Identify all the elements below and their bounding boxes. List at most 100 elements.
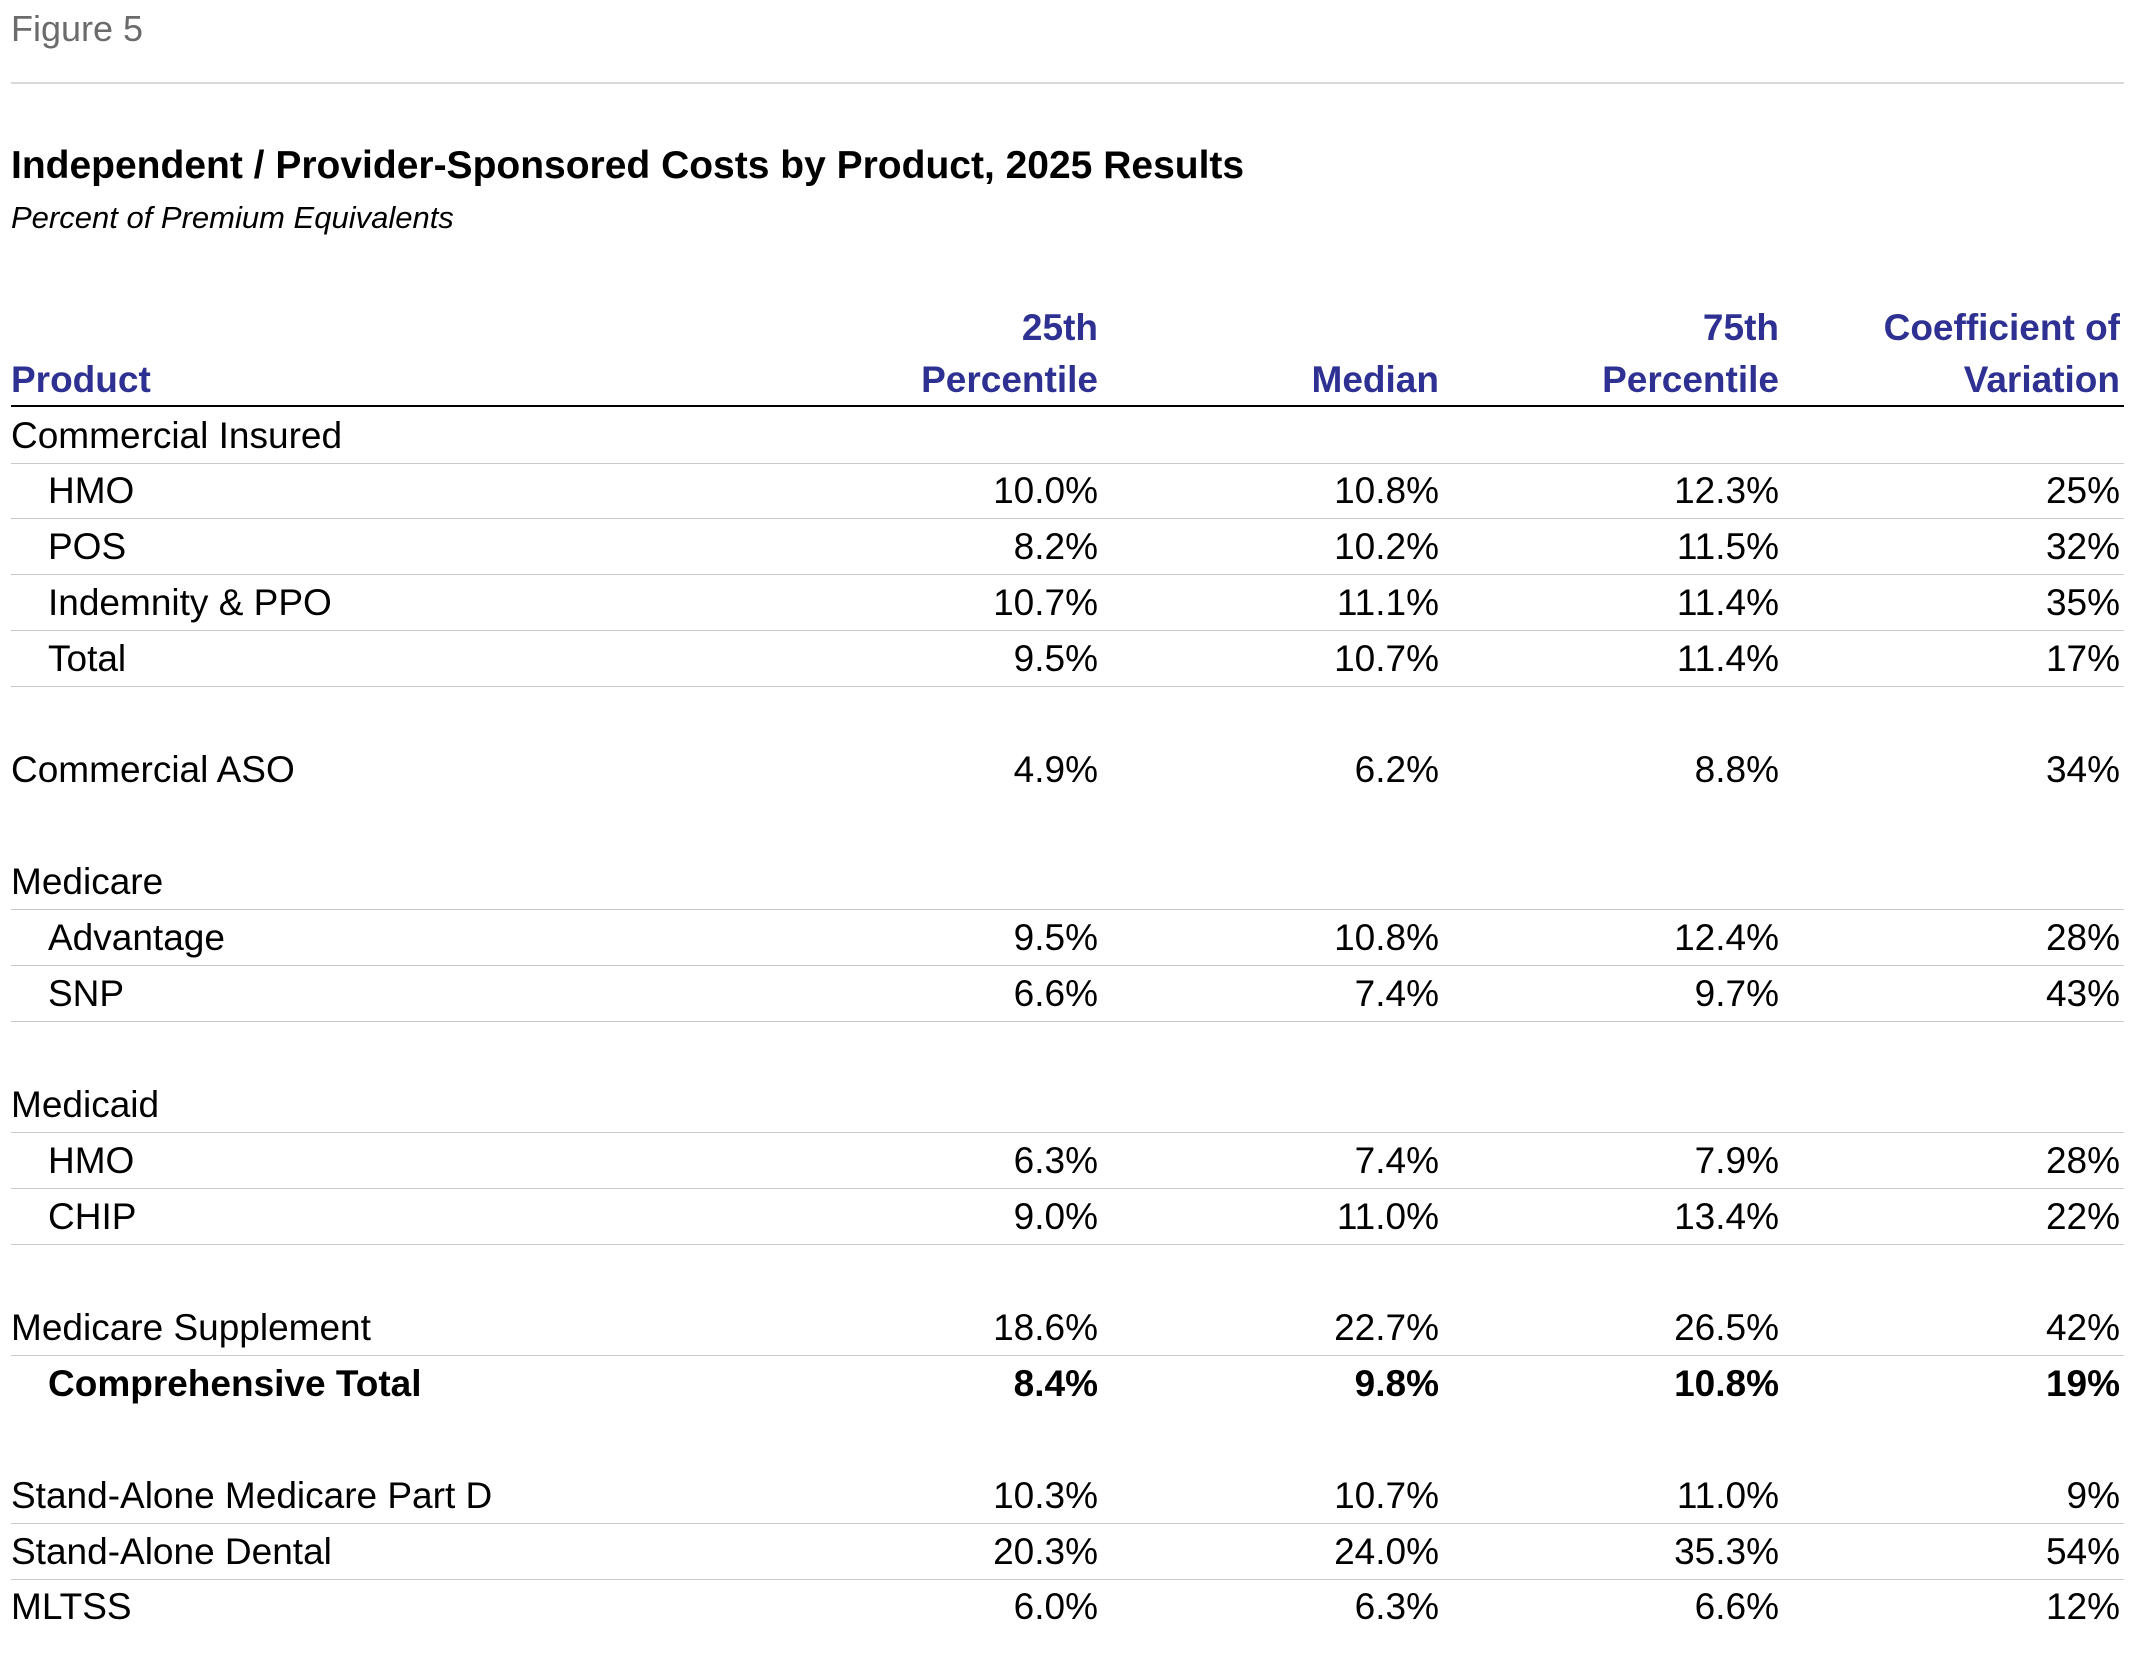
cell-value: 12.4% bbox=[1674, 916, 1779, 958]
row-label: SNP bbox=[48, 972, 125, 1014]
row-rule bbox=[11, 1355, 2124, 1356]
row-rule bbox=[11, 1021, 2124, 1022]
cell-value: 4.9% bbox=[1013, 749, 1098, 791]
cell-value: 43% bbox=[2045, 972, 2120, 1014]
cell-value: 22.7% bbox=[1334, 1307, 1439, 1349]
row-rule bbox=[11, 1523, 2124, 1524]
row-label: POS bbox=[48, 526, 127, 568]
header-rule bbox=[11, 405, 2124, 407]
cell-value: 11.0% bbox=[1336, 1195, 1439, 1237]
cell-value: 19% bbox=[2045, 1363, 2120, 1405]
cell-value: 32% bbox=[2045, 526, 2120, 568]
row-label: HMO bbox=[48, 1139, 135, 1181]
cell-value: 12.3% bbox=[1674, 470, 1779, 512]
cell-value: 6.6% bbox=[1013, 972, 1098, 1014]
cell-value: 10.0% bbox=[993, 470, 1098, 512]
column-header: 75th bbox=[1702, 307, 1779, 348]
cell-value: 11.5% bbox=[1676, 526, 1779, 568]
cell-value: 6.0% bbox=[1013, 1586, 1098, 1628]
cell-value: 11.4% bbox=[1676, 581, 1779, 623]
cell-value: 28% bbox=[2045, 916, 2120, 958]
row-label: HMO bbox=[48, 470, 135, 512]
column-header: Percentile bbox=[921, 359, 1098, 400]
cell-value: 9.8% bbox=[1354, 1363, 1439, 1405]
column-header: 25th bbox=[1021, 307, 1098, 348]
cell-value: 18.6% bbox=[993, 1307, 1098, 1349]
figure-label: Figure 5 bbox=[11, 8, 144, 49]
cell-value: 9% bbox=[2066, 1474, 2120, 1516]
cell-value: 7.4% bbox=[1354, 1139, 1439, 1181]
row-rule bbox=[11, 574, 2124, 575]
cell-value: 20.3% bbox=[993, 1530, 1098, 1572]
cell-value: 13.4% bbox=[1674, 1195, 1779, 1237]
column-header: Variation bbox=[1963, 359, 2120, 400]
row-label: Commercial ASO bbox=[11, 749, 295, 791]
cell-value: 8.4% bbox=[1013, 1363, 1098, 1405]
cell-value: 35.3% bbox=[1674, 1530, 1779, 1572]
cell-value: 11.1% bbox=[1336, 581, 1439, 623]
cell-value: 10.7% bbox=[1334, 637, 1439, 679]
cell-value: 22% bbox=[2045, 1195, 2120, 1237]
cell-value: 6.2% bbox=[1354, 749, 1439, 791]
row-label: Medicare Supplement bbox=[11, 1307, 371, 1349]
subtitle: Percent of Premium Equivalents bbox=[11, 200, 454, 235]
row-rule bbox=[11, 1132, 2124, 1133]
row-rule bbox=[11, 518, 2124, 519]
row-label: Comprehensive Total bbox=[48, 1363, 422, 1405]
row-rule bbox=[11, 1244, 2124, 1245]
row-rule bbox=[11, 463, 2124, 464]
cell-value: 7.4% bbox=[1354, 972, 1439, 1014]
cell-value: 6.6% bbox=[1694, 1586, 1779, 1628]
row-label: Stand-Alone Medicare Part D bbox=[11, 1474, 493, 1516]
row-rule bbox=[11, 909, 2124, 910]
row-rule bbox=[11, 965, 2124, 966]
cell-value: 10.7% bbox=[993, 581, 1098, 623]
cell-value: 9.0% bbox=[1013, 1195, 1098, 1237]
row-label: MLTSS bbox=[11, 1586, 132, 1628]
row-label: CHIP bbox=[48, 1195, 137, 1237]
cell-value: 10.3% bbox=[993, 1474, 1098, 1516]
row-rule bbox=[11, 686, 2124, 687]
row-rule bbox=[11, 630, 2124, 631]
section-label: Commercial Insured bbox=[11, 414, 343, 456]
cell-value: 9.5% bbox=[1013, 637, 1098, 679]
column-header: Percentile bbox=[1602, 359, 1779, 400]
cell-value: 7.9% bbox=[1694, 1139, 1779, 1181]
cell-value: 10.2% bbox=[1334, 526, 1439, 568]
cell-value: 10.7% bbox=[1334, 1474, 1439, 1516]
section-label: Medicare bbox=[11, 860, 164, 902]
cell-value: 8.8% bbox=[1694, 749, 1779, 791]
section-label: Medicaid bbox=[11, 1084, 160, 1126]
row-label: Indemnity & PPO bbox=[48, 581, 332, 623]
cell-value: 34% bbox=[2045, 749, 2120, 791]
cell-value: 54% bbox=[2045, 1530, 2120, 1572]
title: Independent / Provider-Sponsored Costs b… bbox=[11, 144, 1245, 187]
column-header: Coefficient of bbox=[1883, 307, 2120, 348]
cell-value: 25% bbox=[2045, 470, 2120, 512]
row-rule bbox=[11, 1188, 2124, 1189]
cell-value: 12% bbox=[2045, 1586, 2120, 1628]
column-header: Median bbox=[1311, 359, 1439, 400]
row-label: Advantage bbox=[48, 916, 225, 958]
cell-value: 24.0% bbox=[1334, 1530, 1439, 1572]
cell-value: 35% bbox=[2045, 581, 2120, 623]
row-rule bbox=[11, 1579, 2124, 1580]
divider bbox=[11, 82, 2124, 84]
cell-value: 11.4% bbox=[1676, 637, 1779, 679]
row-label: Stand-Alone Dental bbox=[11, 1530, 332, 1572]
cell-value: 10.8% bbox=[1674, 1363, 1779, 1405]
cell-value: 9.5% bbox=[1013, 916, 1098, 958]
cell-value: 28% bbox=[2045, 1139, 2120, 1181]
cell-value: 10.8% bbox=[1334, 916, 1439, 958]
column-header: Product bbox=[11, 359, 151, 400]
cell-value: 9.7% bbox=[1694, 972, 1779, 1014]
cell-value: 6.3% bbox=[1013, 1139, 1098, 1181]
cell-value: 11.0% bbox=[1676, 1474, 1779, 1516]
cell-value: 8.2% bbox=[1013, 526, 1098, 568]
row-label: Total bbox=[48, 637, 127, 679]
cell-value: 42% bbox=[2045, 1307, 2120, 1349]
cell-value: 10.8% bbox=[1334, 470, 1439, 512]
cell-value: 26.5% bbox=[1674, 1307, 1779, 1349]
cell-value: 17% bbox=[2045, 637, 2120, 679]
